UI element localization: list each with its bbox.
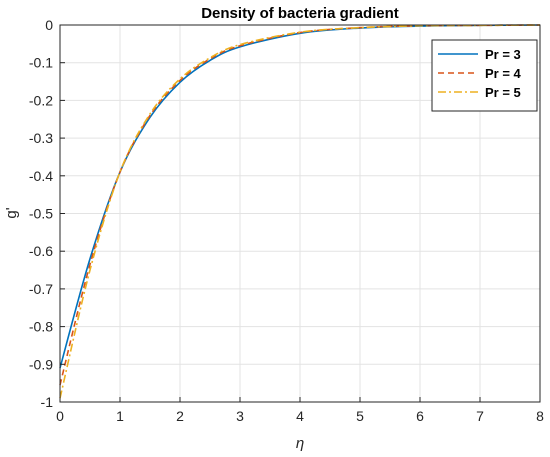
y-tick-label: -0.7 [29, 281, 53, 297]
y-tick-label: 0 [45, 17, 53, 33]
y-tick-label: -0.4 [29, 168, 53, 184]
y-axis-label: g' [3, 207, 20, 218]
y-tick-label: -0.8 [29, 319, 53, 335]
x-tick-label: 2 [176, 408, 184, 424]
y-tick-label: -0.2 [29, 92, 53, 108]
y-tick-label: -0.1 [29, 55, 53, 71]
x-axis-label: η [296, 435, 304, 452]
chart-title: Density of bacteria gradient [201, 5, 399, 22]
x-tick-label: 7 [476, 408, 484, 424]
legend-label: Pr = 3 [485, 47, 521, 62]
legend: Pr = 3 Pr = 4 Pr = 5 [431, 39, 538, 112]
legend-label: Pr = 5 [485, 85, 521, 100]
x-tick-label: 0 [56, 408, 64, 424]
x-tick-label: 4 [296, 408, 304, 424]
x-tick-label: 1 [116, 408, 124, 424]
legend-box [431, 39, 538, 112]
y-tick-label: -0.9 [29, 356, 53, 372]
x-tick-label: 6 [416, 408, 424, 424]
series-line-3 [59, 24, 541, 399]
legend-label: Pr = 4 [485, 66, 522, 81]
y-tick-label: -0.6 [29, 243, 53, 259]
y-tick-label: -0.3 [29, 130, 53, 146]
y-ticks: 0 -0.1 -0.2 -0.3 -0.4 -0.5 -0.6 -0.7 -0.8 -0.9 -1 [29, 17, 65, 410]
grid-lines [60, 25, 540, 402]
y-tick-label: -0.5 [29, 206, 53, 222]
x-tick-label: 8 [536, 408, 544, 424]
x-tick-label: 3 [236, 408, 244, 424]
x-tick-label: 5 [356, 408, 364, 424]
y-tick-label: -1 [41, 394, 54, 410]
x-ticks: 0 1 2 3 4 5 6 7 8 [56, 397, 544, 424]
series-lines [59, 24, 541, 399]
